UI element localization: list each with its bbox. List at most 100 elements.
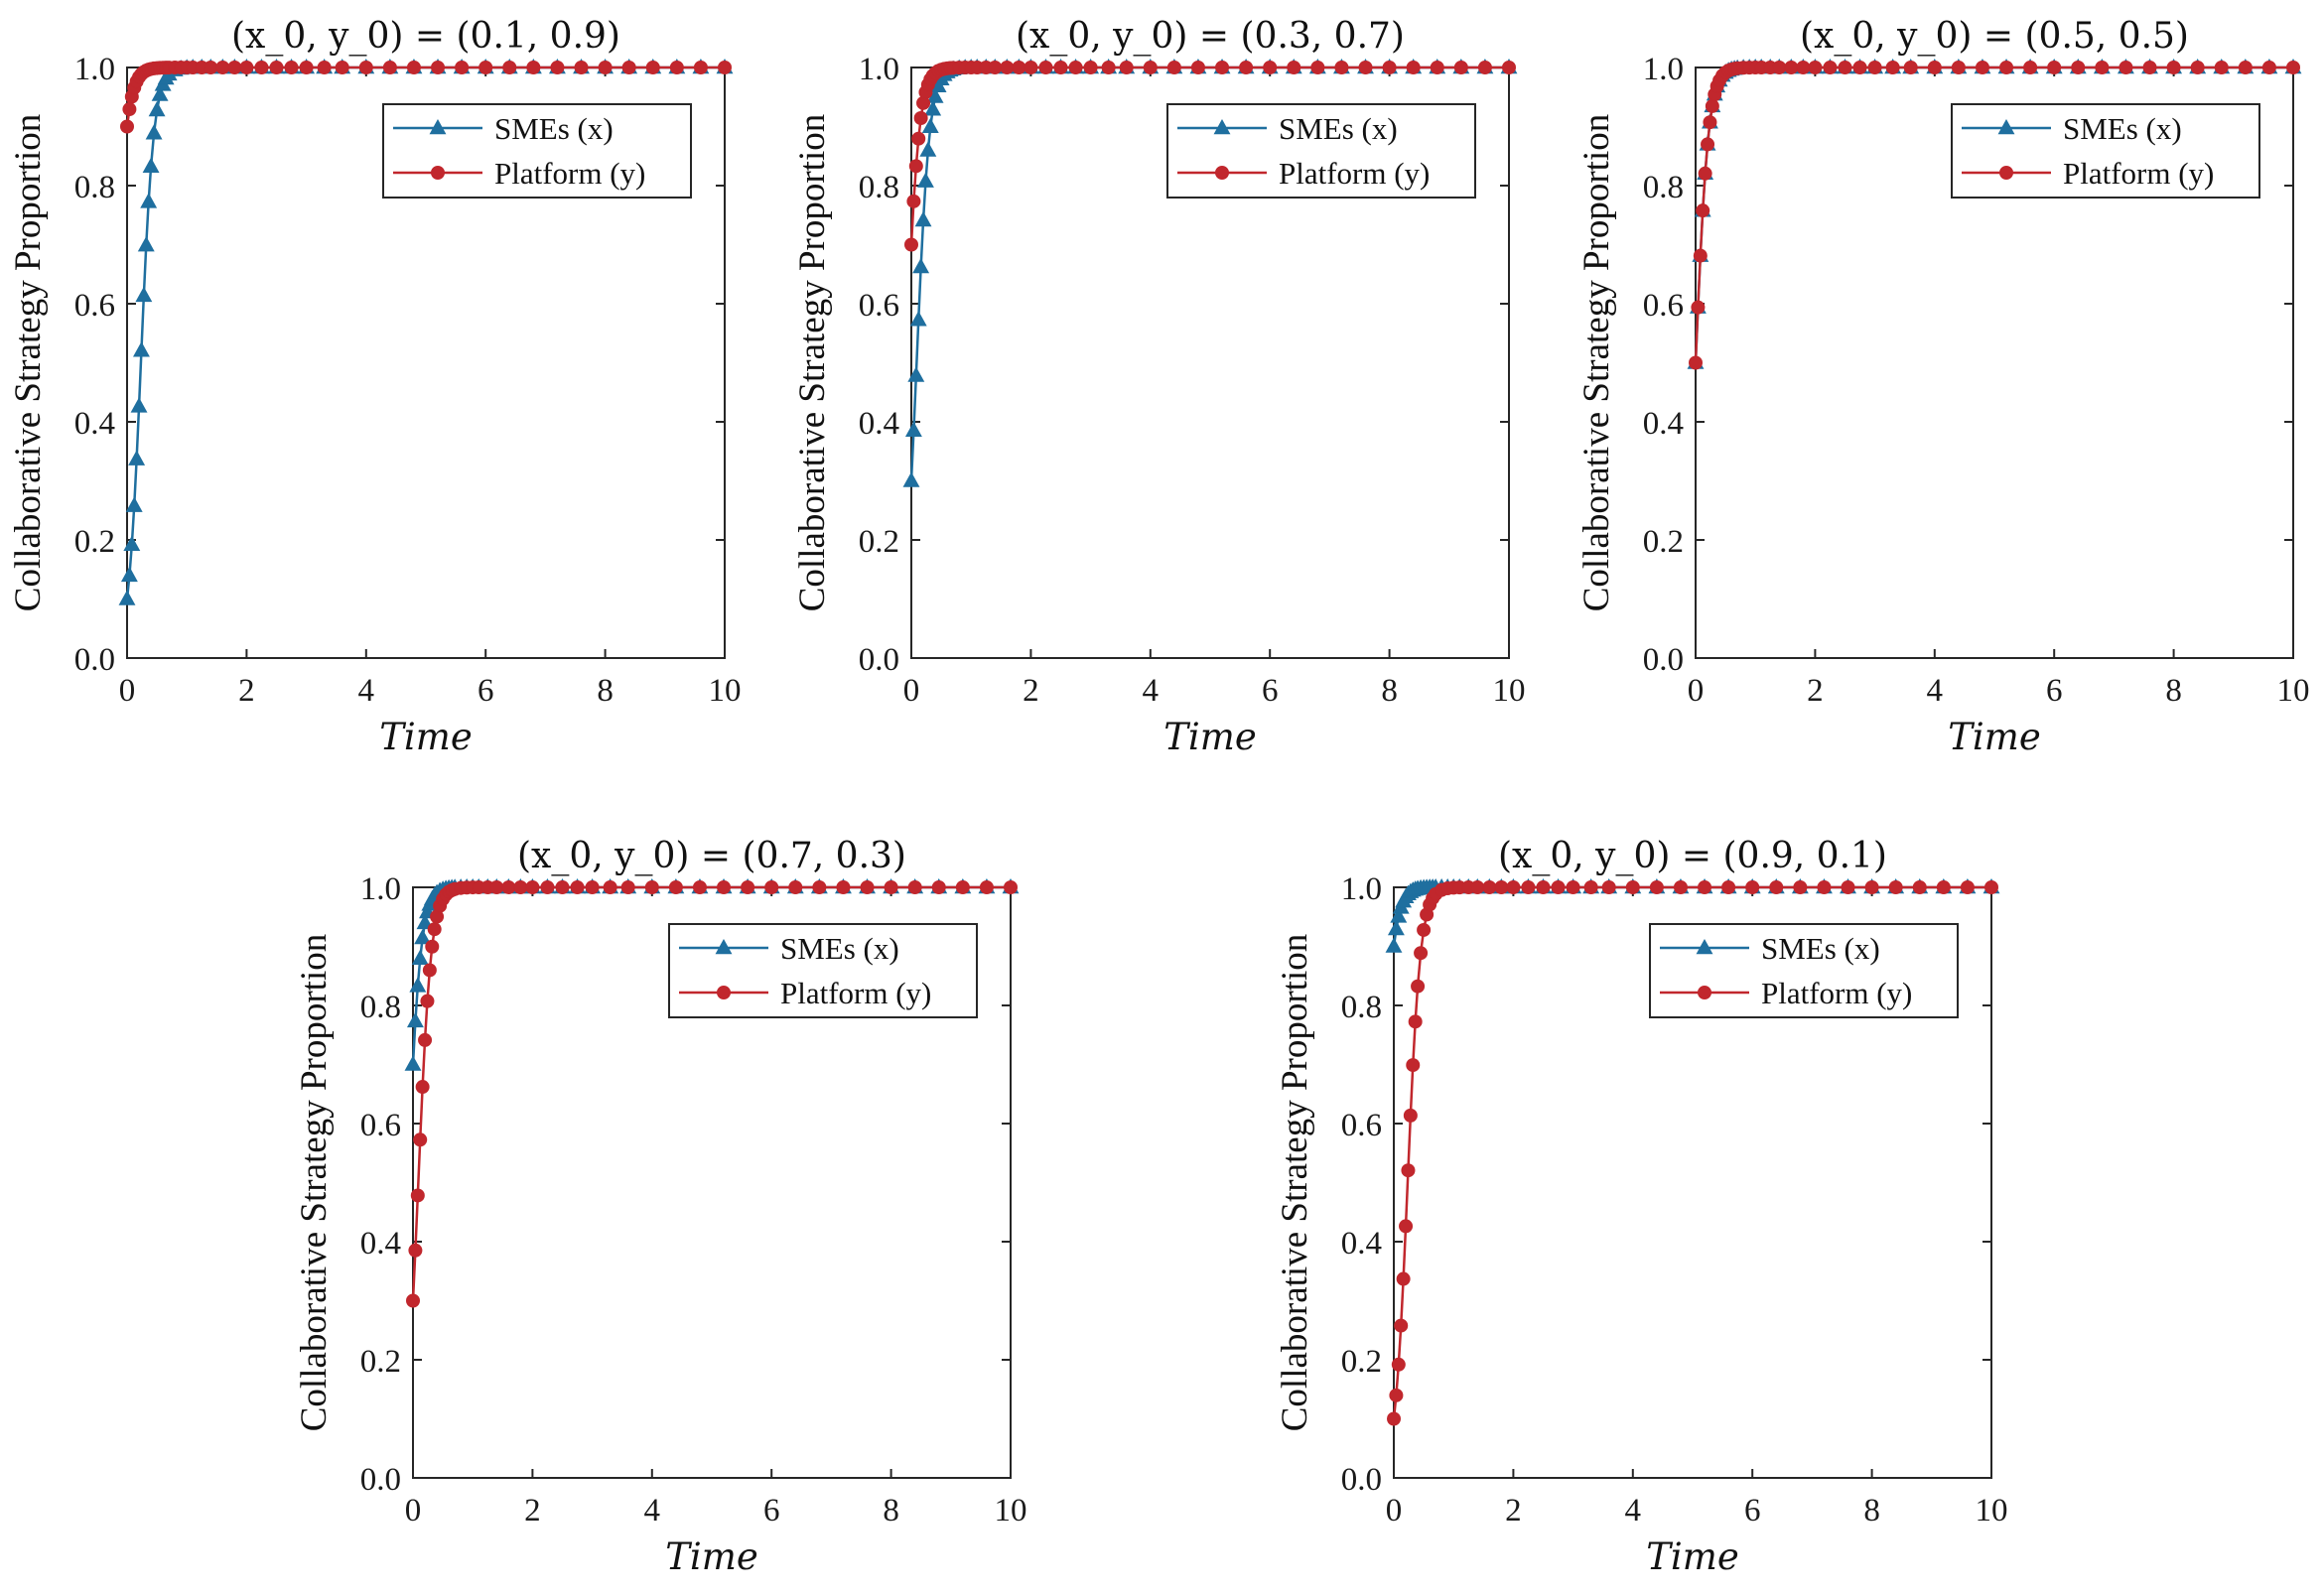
data-point-marker [1698,166,1712,181]
data-point-marker [122,102,137,117]
legend-label: Platform (y) [2063,156,2214,191]
data-point-marker [1239,61,1254,74]
data-point-marker [1808,61,1823,74]
series-platform [1387,880,1998,1426]
data-point-marker [1263,61,1278,74]
data-point-marker [1334,61,1349,74]
legend-label: SMEs (x) [780,931,899,966]
data-point-marker [404,1055,422,1071]
x-tick-label: 6 [1744,1493,1761,1529]
data-point-marker [128,450,146,466]
data-point-marker [1793,880,1808,894]
x-tick-label: 2 [1505,1493,1522,1529]
x-tick-label: 4 [1927,673,1944,709]
data-point-marker [1287,61,1301,74]
data-point-marker [215,61,230,75]
x-axis-label: Time [1163,716,1257,758]
data-point-marker [1401,1163,1416,1178]
data-point-marker [254,61,269,74]
x-tick-label: 8 [597,673,614,709]
data-point-marker [2261,61,2276,74]
data-point-marker [1390,907,1408,923]
data-point-marker [1143,61,1158,74]
x-tick-label: 8 [2165,673,2182,709]
data-point-marker [1691,300,1706,315]
data-point-marker [911,131,926,146]
data-point-marker [142,157,160,173]
data-point-marker [1024,61,1038,74]
x-tick-label: 6 [763,1493,780,1529]
data-point-marker [1482,880,1497,895]
data-point-marker [1689,355,1703,370]
data-point-marker [550,61,565,74]
data-point-marker [416,913,434,930]
series-platform [904,61,1516,252]
data-point-marker [668,880,683,894]
data-point-marker [148,100,166,117]
chart-title: (x_0, y_0) = (0.1, 0.9) [231,16,620,57]
data-point-marker [431,61,446,74]
y-axis-label: Collaborative Strategy Proportion [1275,934,1315,1431]
data-point-marker [1693,248,1708,263]
x-tick-label: 2 [524,1493,541,1529]
x-tick-label: 0 [903,673,920,709]
chart-panel-2: 0 2 4 6 8 10 0.0 0.2 0.4 0.6 0.8 1.0 (x_0, y_0) = (0… [792,16,1526,758]
legend: SMEs (x) Platform (y) [1166,103,1476,199]
data-point-marker [1385,937,1403,953]
data-point-marker [422,963,437,978]
legend-box [1649,923,1959,1018]
data-point-marker [1583,880,1598,894]
data-point-marker [1649,880,1664,894]
x-tick-label: 8 [883,1493,899,1529]
data-point-marker [284,61,299,74]
data-point-marker [239,61,254,74]
data-point-marker [1625,880,1640,894]
legend-marker [1698,986,1711,999]
data-point-marker [335,61,349,74]
data-point-marker [1721,880,1736,894]
data-point-marker [478,61,493,74]
x-tick-label: 4 [1625,1493,1642,1529]
x-tick-label: 2 [1807,673,1824,709]
y-tick-label: 0.6 [360,1108,401,1143]
data-point-marker [917,172,934,188]
legend-marker [431,166,445,180]
data-point-marker [2142,61,2157,74]
data-point-marker [1453,61,1468,74]
data-point-marker [1358,61,1373,74]
legend-label: SMEs (x) [2063,111,2182,146]
data-point-marker [555,880,570,894]
data-point-marker [406,1293,420,1308]
series-platform [1689,61,2300,370]
data-point-marker [410,1188,425,1203]
legend-marker [1997,118,2015,135]
data-point-marker [1215,61,1230,74]
data-point-marker [598,61,613,74]
y-tick-label: 0.0 [1643,642,1684,678]
data-point-marker [1399,1219,1414,1234]
y-tick-label: 0.2 [859,524,899,560]
data-point-marker [120,119,134,134]
data-point-marker [1083,61,1098,74]
data-point-marker [1387,919,1405,936]
x-tick-label: 0 [1688,673,1705,709]
y-tick-label: 0.6 [859,288,899,324]
data-point-marker [135,286,153,303]
y-tick-label: 0.0 [74,642,115,678]
legend-marker [429,118,447,135]
data-point-marker [123,535,141,552]
data-point-marker [1394,1318,1409,1333]
data-point-marker [1817,880,1832,894]
data-point-marker [1506,880,1521,894]
data-point-marker [1190,61,1205,74]
legend-box [668,923,978,1018]
data-point-marker [1852,61,1867,74]
x-tick-label: 8 [1381,673,1398,709]
data-point-marker [137,236,155,252]
data-point-marker [1745,880,1760,894]
data-point-marker [489,880,504,895]
x-axis-label: Time [665,1535,758,1578]
data-point-marker [1470,880,1485,895]
data-point-marker [427,922,442,937]
